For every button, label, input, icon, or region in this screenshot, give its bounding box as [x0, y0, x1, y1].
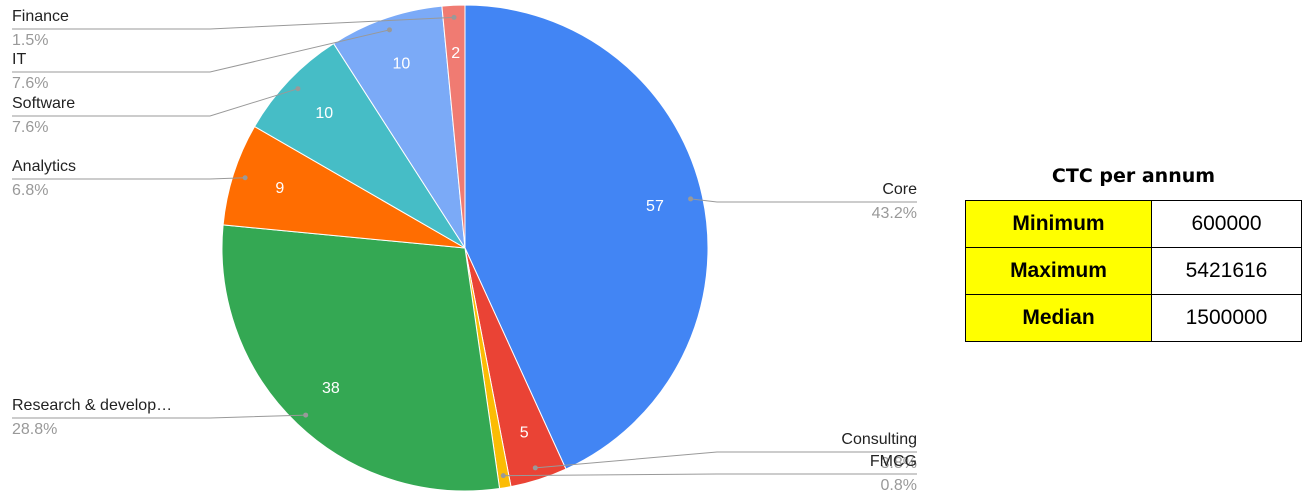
leader-dot	[500, 473, 506, 479]
leader-dot	[295, 86, 301, 92]
table-title: CTC per annum	[1051, 165, 1216, 187]
percent-label: 1.5%	[12, 32, 48, 49]
leader-line	[690, 198, 917, 203]
value-label: 38	[322, 380, 340, 397]
percent-label: 28.8%	[12, 421, 57, 438]
percent-label: 0.8%	[881, 477, 917, 494]
leader-line	[12, 414, 306, 419]
table: Minimum 600000 Maximum 5421616 Median 1500000	[965, 200, 1302, 342]
leader-line	[12, 29, 390, 73]
leader-dot	[303, 412, 309, 418]
value-label: 10	[393, 56, 411, 73]
table-row: Median 1500000	[965, 294, 1302, 342]
value-label: 10	[315, 105, 333, 122]
cell: 1500000	[1151, 294, 1302, 342]
value-label: 9	[275, 180, 284, 197]
category-label: IT	[12, 51, 26, 68]
pie-slice	[464, 4, 709, 470]
category-label: Consulting	[841, 431, 917, 448]
category-label: Finance	[12, 8, 69, 25]
row-header: Minimum	[965, 200, 1152, 248]
ctc-table: CTC per annum Minimum 600000 Maximum 542161…	[965, 164, 1302, 342]
value-label: 57	[646, 198, 664, 215]
leader-line	[535, 451, 917, 469]
pie-slice	[221, 224, 501, 492]
percent-label: 3.8%	[881, 455, 917, 472]
pie-slice	[441, 4, 466, 249]
leader-dot	[532, 465, 538, 471]
category-label: Core	[882, 181, 917, 198]
percent-label: 7.6%	[12, 119, 48, 136]
cell: 5421616	[1151, 247, 1302, 295]
category-label: Research & develop…	[12, 397, 172, 414]
percent-label: 6.8%	[12, 182, 48, 199]
table-row: Minimum 600000	[965, 200, 1302, 248]
leader-line	[503, 473, 917, 477]
value-label: 2	[451, 45, 460, 62]
percent-label: 43.2%	[872, 205, 917, 222]
leader-dot	[242, 175, 248, 181]
leader-line	[12, 177, 246, 180]
pie-slice	[253, 42, 466, 249]
leader-dot	[688, 196, 694, 202]
value-label: 5	[520, 424, 529, 441]
leader-line	[12, 16, 455, 30]
row-header: Median	[965, 294, 1152, 342]
leader-dot	[386, 27, 392, 33]
pie-slice	[222, 125, 466, 249]
category-label: Software	[12, 95, 75, 112]
category-label: Analytics	[12, 158, 76, 175]
leader-dot	[451, 14, 457, 20]
category-label: FMCG	[870, 453, 917, 470]
percent-label: 7.6%	[12, 75, 48, 92]
pie-chart: 57 Core 43.2% 5 Consulting 3.8%FMCG 0.8% 38 Rese…	[12, 4, 917, 494]
table-row: Maximum 5421616	[965, 247, 1302, 295]
row-header: Maximum	[965, 247, 1152, 295]
leader-line	[12, 88, 299, 117]
cell: 600000	[1151, 200, 1302, 248]
